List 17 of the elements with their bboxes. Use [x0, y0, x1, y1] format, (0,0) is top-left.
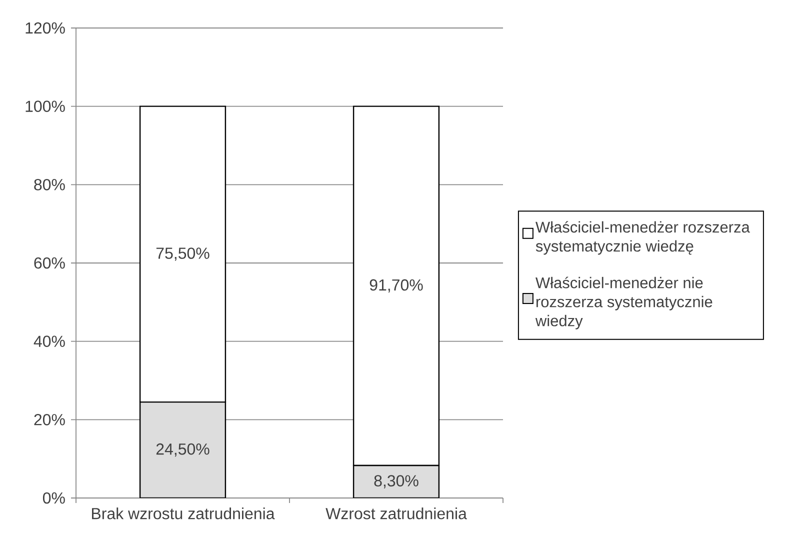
x-tick-label: Wzrost zatrudnienia: [326, 508, 467, 520]
bar: [352, 464, 440, 498]
y-tick-label: 40%: [34, 336, 65, 347]
legend-label: Właściciel-menedżer rozszerza systematycznie wiedzę: [536, 221, 750, 255]
data-label: 8,30%: [374, 475, 418, 488]
data-label: 91,70%: [370, 279, 423, 293]
bar: [139, 401, 226, 498]
y-tick-label: 60%: [34, 257, 65, 269]
data-label: 75,50%: [156, 248, 210, 261]
y-tick-label: 20%: [34, 414, 65, 426]
y-tick-label: 0%: [42, 492, 65, 504]
legend-label: Właściciel-menedżer nie rozszerza systematycznie wiedzy: [535, 276, 712, 330]
x-tick-label: Brak wzrostu zatrudnienia: [92, 508, 275, 520]
data-label: 24,50%: [156, 443, 210, 457]
y-tick-label: 100%: [26, 100, 65, 112]
y-tick-label: 80%: [34, 179, 65, 190]
y-tick-label: 120%: [26, 22, 65, 34]
